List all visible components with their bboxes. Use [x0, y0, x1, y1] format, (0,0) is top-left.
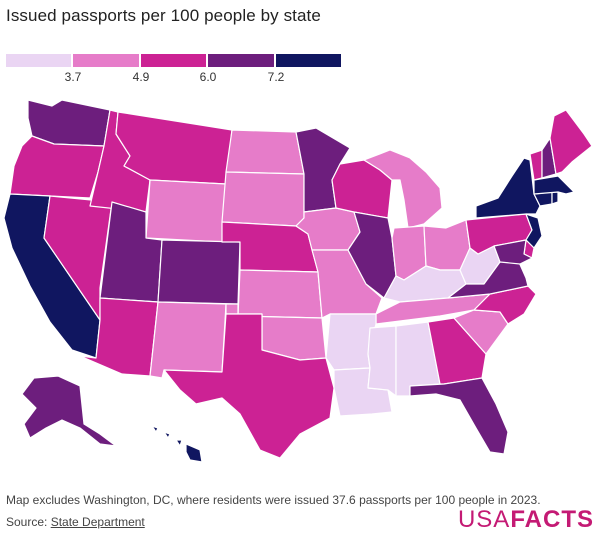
legend-tick: 7.2: [267, 70, 285, 84]
state-north-dakota[interactable]: [225, 129, 305, 175]
state-maryland[interactable]: [493, 239, 533, 265]
chart-title: Issued passports per 100 people by state: [6, 6, 321, 25]
state-texas[interactable]: [163, 313, 335, 459]
legend-swatch: [6, 54, 72, 67]
state-maine[interactable]: [549, 109, 593, 175]
state-mississippi[interactable]: [367, 325, 397, 397]
state-new-mexico[interactable]: [149, 301, 227, 379]
source-label: Source:: [6, 515, 48, 529]
footnote: Map excludes Washington, DC, where resid…: [6, 493, 541, 507]
us-map: [3, 99, 593, 463]
source-line: Source: State Department: [6, 515, 145, 529]
state-florida[interactable]: [409, 377, 509, 455]
legend-tick: 6.0: [199, 70, 217, 84]
legend-swatch: [275, 54, 342, 67]
logo-usa: USA: [457, 506, 511, 533]
logo-facts: FACTS: [510, 506, 594, 533]
state-rhode-island[interactable]: [551, 191, 559, 205]
legend-swatch: [208, 54, 274, 67]
legend-swatch: [140, 54, 207, 67]
state-south-dakota[interactable]: [221, 171, 305, 227]
state-michigan[interactable]: [363, 149, 443, 229]
state-new-york[interactable]: [475, 157, 541, 219]
state-kansas[interactable]: [237, 269, 323, 319]
legend-swatch: [73, 54, 139, 67]
usafacts-logo: USAFACTS: [458, 506, 594, 534]
state-colorado[interactable]: [157, 239, 241, 305]
state-oregon[interactable]: [9, 135, 105, 199]
color-legend: 3.7 4.9 6.0 7.2: [6, 54, 346, 84]
state-massachusetts[interactable]: [533, 175, 575, 195]
state-alaska[interactable]: [21, 375, 117, 447]
legend-tick: 3.7: [64, 70, 82, 84]
legend-bar: [6, 54, 342, 67]
state-hawaii[interactable]: [151, 425, 203, 463]
state-wyoming[interactable]: [145, 179, 227, 243]
legend-tick: 4.9: [132, 70, 150, 84]
source-link[interactable]: State Department: [50, 515, 145, 529]
